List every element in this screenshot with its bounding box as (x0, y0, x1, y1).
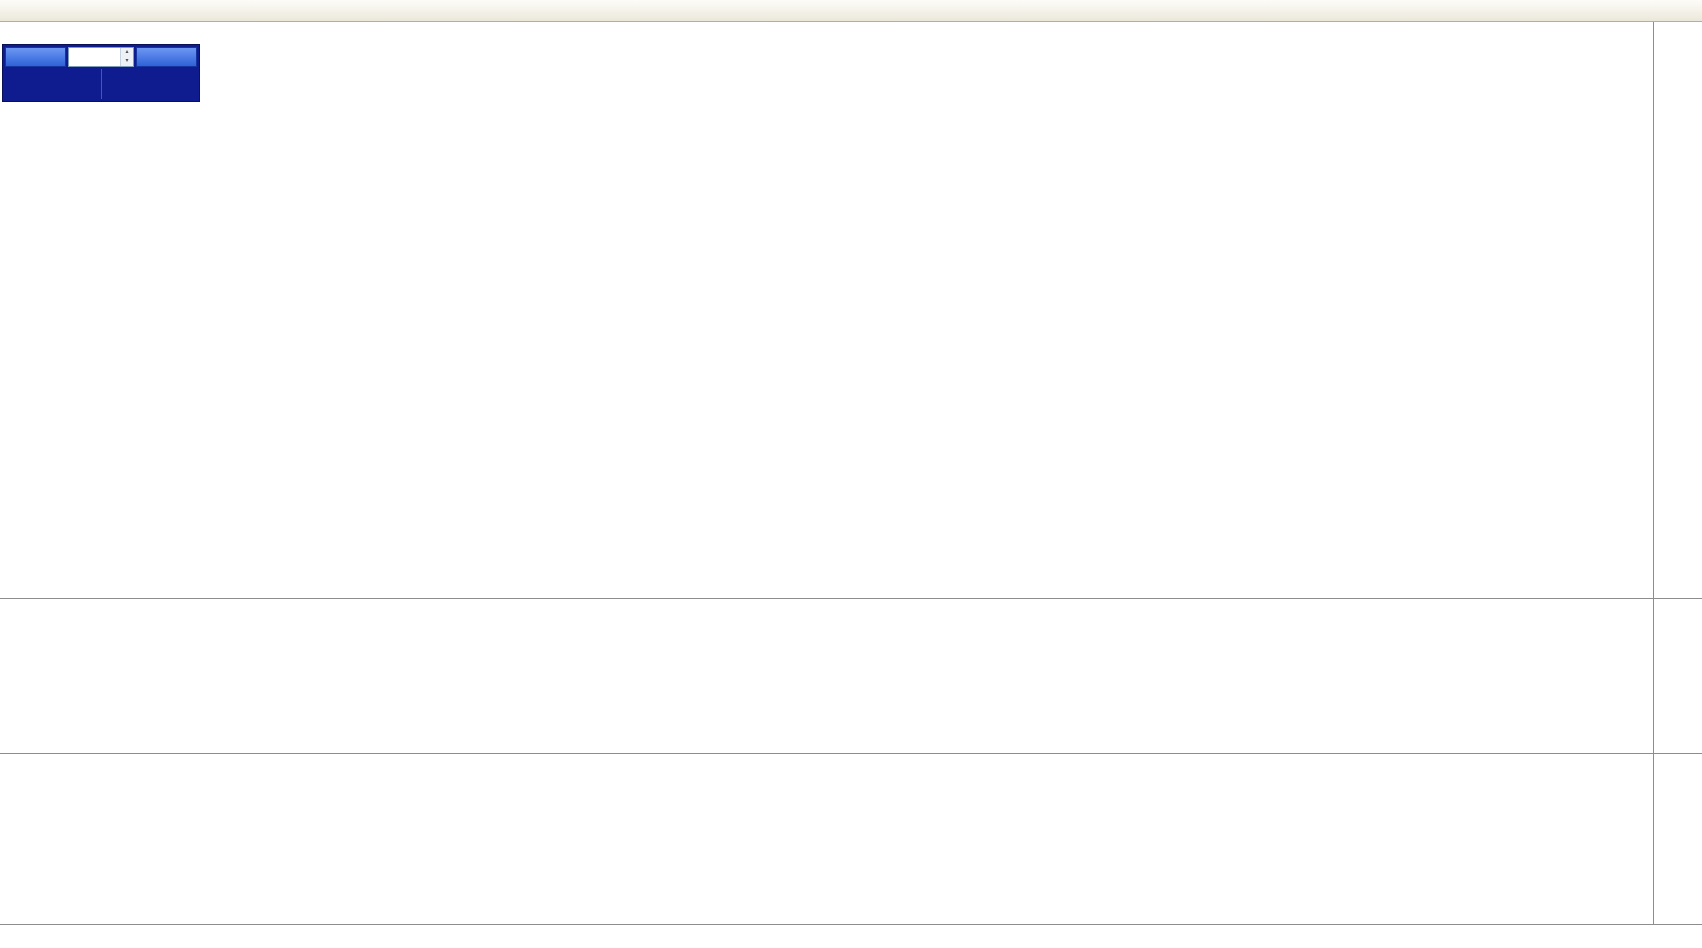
toolbar (0, 0, 1702, 22)
volume-spinner: ▴ ▾ (120, 48, 133, 66)
sell-price[interactable] (5, 69, 102, 99)
volume-increase-button[interactable]: ▴ (121, 48, 133, 57)
volume-decrease-button[interactable]: ▾ (121, 57, 133, 66)
one-click-controls: ▴ ▾ (5, 47, 197, 67)
buy-price[interactable] (102, 69, 198, 99)
main-chart[interactable] (0, 22, 1702, 599)
macd-panel[interactable] (0, 599, 1702, 754)
sell-button[interactable] (5, 47, 66, 67)
rsi-panel[interactable] (0, 754, 1702, 925)
panel-separator-time (0, 924, 1702, 925)
buy-button[interactable] (136, 47, 197, 67)
one-click-trading-panel: ▴ ▾ (2, 44, 200, 102)
one-click-prices (5, 69, 197, 99)
panel-separator-rsi[interactable] (0, 753, 1702, 754)
price-axis-border (1653, 22, 1654, 925)
volume-input[interactable]: ▴ ▾ (68, 47, 134, 67)
panel-separator-macd[interactable] (0, 598, 1702, 599)
